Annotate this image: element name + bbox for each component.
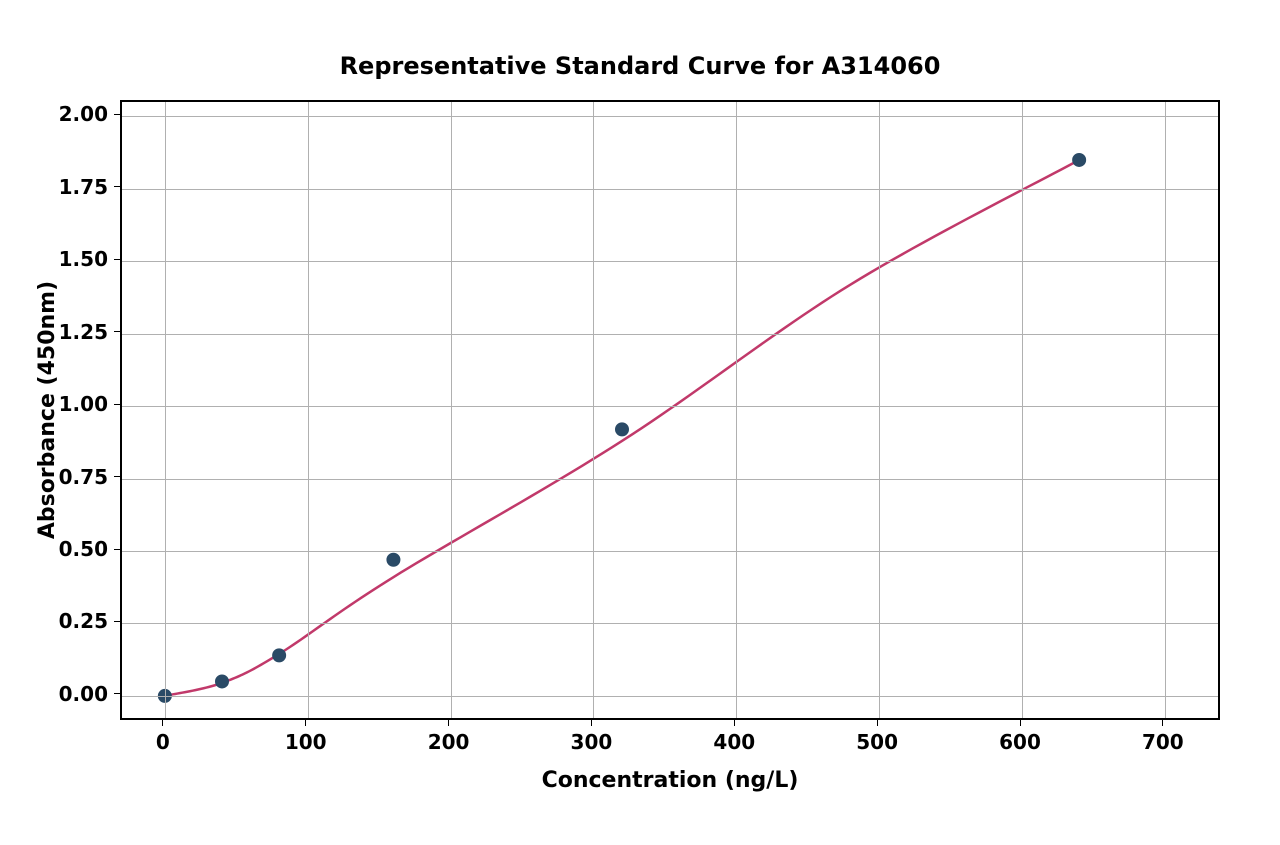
x-tick-mark — [1020, 720, 1021, 726]
grid-line-h — [122, 261, 1218, 262]
grid-line-h — [122, 623, 1218, 624]
grid-line-h — [122, 479, 1218, 480]
x-tick-mark — [305, 720, 306, 726]
y-tick-label: 1.00 — [58, 392, 108, 416]
y-tick-label: 0.25 — [58, 609, 108, 633]
grid-line-v — [736, 102, 737, 718]
y-tick-label: 1.50 — [58, 247, 108, 271]
grid-line-v — [308, 102, 309, 718]
y-tick-mark — [114, 693, 120, 694]
y-tick-mark — [114, 404, 120, 405]
x-tick-label: 700 — [1142, 730, 1184, 754]
x-tick-mark — [734, 720, 735, 726]
y-tick-label: 0.50 — [58, 537, 108, 561]
grid-line-h — [122, 334, 1218, 335]
grid-line-v — [165, 102, 166, 718]
y-tick-label: 2.00 — [58, 102, 108, 126]
y-tick-mark — [114, 549, 120, 550]
x-tick-label: 600 — [999, 730, 1041, 754]
y-tick-mark — [114, 621, 120, 622]
y-tick-label: 1.75 — [58, 175, 108, 199]
y-tick-label: 0.75 — [58, 465, 108, 489]
x-tick-label: 0 — [156, 730, 170, 754]
scatter-point — [387, 553, 400, 566]
grid-line-h — [122, 116, 1218, 117]
scatter-point — [1073, 153, 1086, 166]
y-tick-mark — [114, 331, 120, 332]
y-tick-mark — [114, 259, 120, 260]
scatter-point — [273, 649, 286, 662]
y-tick-mark — [114, 114, 120, 115]
y-tick-label: 0.00 — [58, 682, 108, 706]
x-tick-label: 100 — [285, 730, 327, 754]
grid-line-v — [451, 102, 452, 718]
y-axis-label: Absorbance (450nm) — [35, 100, 60, 720]
grid-line-h — [122, 406, 1218, 407]
y-tick-mark — [114, 476, 120, 477]
grid-line-v — [1022, 102, 1023, 718]
grid-line-h — [122, 189, 1218, 190]
grid-line-v — [879, 102, 880, 718]
x-tick-mark — [448, 720, 449, 726]
grid-line-h — [122, 696, 1218, 697]
scatter-point — [616, 423, 629, 436]
plot-area — [120, 100, 1220, 720]
chart-title: Representative Standard Curve for A31406… — [0, 52, 1280, 80]
grid-line-v — [593, 102, 594, 718]
y-tick-mark — [114, 186, 120, 187]
fit-curve — [165, 160, 1079, 696]
y-tick-label: 1.25 — [58, 320, 108, 344]
grid-line-h — [122, 551, 1218, 552]
grid-line-v — [1165, 102, 1166, 718]
x-tick-label: 500 — [856, 730, 898, 754]
x-axis-label: Concentration (ng/L) — [120, 768, 1220, 793]
x-tick-label: 300 — [571, 730, 613, 754]
x-tick-mark — [591, 720, 592, 726]
scatter-point — [216, 675, 229, 688]
x-tick-mark — [1162, 720, 1163, 726]
plot-svg — [122, 102, 1222, 722]
x-tick-mark — [162, 720, 163, 726]
x-tick-label: 400 — [713, 730, 755, 754]
figure: Representative Standard Curve for A31406… — [0, 0, 1280, 845]
x-tick-mark — [877, 720, 878, 726]
x-tick-label: 200 — [428, 730, 470, 754]
